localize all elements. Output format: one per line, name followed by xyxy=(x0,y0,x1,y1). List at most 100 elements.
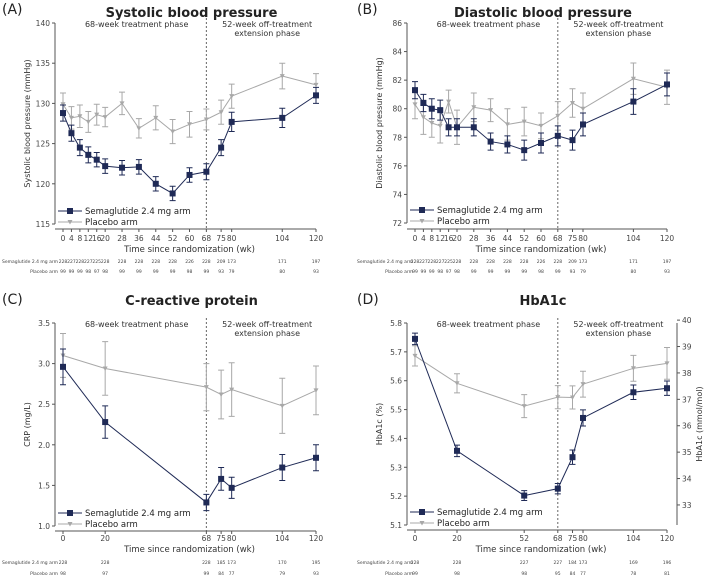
panel-diastolic-bp: (B) Diastolic blood pressure 72 74 76 78 80 82 8… xyxy=(355,0,709,288)
risk-count-placebo: 98 xyxy=(187,269,193,275)
diastolic-bp-chart: (B) Diastolic blood pressure7274767880828… xyxy=(357,2,675,275)
risk-count-placebo: 79 xyxy=(279,571,285,576)
risk-count-semaglutide: 228 xyxy=(554,259,563,265)
x-tick-label: 104 xyxy=(626,534,641,543)
risk-count-semaglutide: 228 xyxy=(411,560,420,566)
data-point-placebo xyxy=(437,123,443,129)
risk-count-placebo: 98 xyxy=(454,269,460,275)
x-tick-label: 4 xyxy=(69,234,74,243)
data-point-semaglutide xyxy=(85,151,92,158)
series-line-placebo xyxy=(414,355,668,407)
risk-count-semaglutide: 228 xyxy=(151,259,160,265)
x-axis-label: Time since randomization (wk) xyxy=(475,245,607,255)
data-point-placebo xyxy=(187,122,192,127)
y-right-tick-label: 37 xyxy=(682,395,692,404)
y-tick-label: 1.0 xyxy=(38,522,50,531)
phase-label-extension-2: extension phase xyxy=(586,29,652,38)
y-tick-label: 2.5 xyxy=(38,400,50,409)
risk-count-placebo: 93 xyxy=(570,269,576,275)
y-tick-label: 76 xyxy=(392,162,402,171)
data-point-placebo xyxy=(60,102,66,107)
risk-count-semaglutide: 228 xyxy=(76,259,85,265)
x-tick-label: 8 xyxy=(429,234,434,243)
x-axis-label: Time since randomization (wk) xyxy=(123,245,255,255)
data-point-semaglutide xyxy=(554,485,561,492)
data-point-placebo xyxy=(136,126,142,131)
risk-count-semaglutide: 228 xyxy=(470,259,479,265)
legend-label-semaglutide: Semaglutide 2.4 mg arm xyxy=(85,509,191,519)
x-tick-label: 20 xyxy=(452,234,462,243)
data-point-placebo xyxy=(77,114,83,119)
risk-count-placebo: 84 xyxy=(570,571,576,576)
data-point-semaglutide xyxy=(580,414,586,421)
phase-label-treatment: 68-week treatment phase xyxy=(85,320,189,329)
data-point-semaglutide xyxy=(119,164,126,171)
data-point-semaglutide xyxy=(569,454,576,461)
y-tick-label: 5.1 xyxy=(390,521,402,530)
legend-label-placebo: Placebo arm xyxy=(85,520,138,530)
y-tick-label: 5.4 xyxy=(390,434,402,443)
risk-count-semaglutide: 228 xyxy=(168,259,177,265)
x-tick-label: 12 xyxy=(84,234,94,243)
data-point-semaglutide xyxy=(569,137,576,144)
chart-title: C-reactive protein xyxy=(125,294,258,309)
y-tick-label: 140 xyxy=(36,19,51,28)
chart-title: Diastolic blood pressure xyxy=(454,6,632,21)
data-point-placebo xyxy=(203,385,209,390)
risk-count-semaglutide: 209 xyxy=(568,259,577,265)
risk-count-semaglutide: 227 xyxy=(554,560,563,566)
crp-chart: (C) C-reactive protein 1.0 1.5 2.0 2.5 3.0 3.5 C… xyxy=(2,292,323,576)
x-tick-label: 80 xyxy=(578,234,588,243)
data-point-semaglutide xyxy=(218,144,225,151)
risk-count-semaglutide: 197 xyxy=(312,259,321,265)
risk-count-placebo: 93 xyxy=(664,269,670,275)
series-line-semaglutide xyxy=(62,366,317,504)
data-point-placebo xyxy=(420,115,426,120)
series-line-placebo xyxy=(414,78,668,129)
x-tick-label: 36 xyxy=(134,234,144,243)
risk-count-placebo: 99 xyxy=(429,269,435,275)
risk-row-label-semaglutide: Semaglutide 2.4 mg arm xyxy=(357,560,413,566)
data-point-semaglutide xyxy=(412,87,418,94)
data-point-semaglutide xyxy=(152,180,159,187)
data-point-placebo xyxy=(471,105,477,110)
data-point-placebo xyxy=(153,115,159,121)
risk-count-semaglutide: 173 xyxy=(579,560,588,566)
data-point-placebo xyxy=(538,123,544,129)
legend-label-semaglutide: Semaglutide 2.4 mg arm xyxy=(85,207,191,217)
data-point-semaglutide xyxy=(521,147,528,154)
risk-count-semaglutide: 169 xyxy=(629,560,638,566)
x-tick-label: 36 xyxy=(486,234,496,243)
data-point-semaglutide xyxy=(445,124,452,131)
data-point-semaglutide xyxy=(487,138,494,145)
data-point-semaglutide xyxy=(664,385,670,392)
data-point-placebo xyxy=(119,101,125,106)
risk-count-semaglutide: 226 xyxy=(537,259,546,265)
hba1c-chart: (D) HbA1c 5.1 5.2 5.3 5.4 5.5 5.6 5.7 5.8 HbA1c (%… xyxy=(357,292,704,576)
phase-label-extension: 52-week off-treatment xyxy=(222,320,312,329)
risk-count-placebo: 99 xyxy=(505,269,511,275)
y-right-tick-label: 34 xyxy=(682,475,692,484)
legend-label-placebo: Placebo arm xyxy=(437,217,490,227)
data-point-semaglutide xyxy=(203,168,210,175)
risk-row-label-semaglutide: Semaglutide 2.4 mg arm xyxy=(2,560,58,566)
y-tick-label: 2.0 xyxy=(38,441,50,450)
phase-label-extension: 52-week off-treatment xyxy=(222,20,312,29)
series-line-semaglutide xyxy=(414,83,668,151)
risk-count-placebo: 95 xyxy=(555,571,561,576)
data-point-placebo xyxy=(412,102,418,107)
data-point-placebo xyxy=(218,392,224,397)
legend-marker-semaglutide xyxy=(419,509,425,515)
series-line-semaglutide xyxy=(414,338,668,497)
data-point-placebo xyxy=(203,117,209,122)
x-tick-label: 120 xyxy=(660,234,675,243)
risk-count-semaglutide: 228 xyxy=(453,560,462,566)
phase-label-treatment: 68-week treatment phase xyxy=(437,320,541,329)
y-tick-label: 115 xyxy=(36,220,51,229)
data-point-semaglutide xyxy=(279,114,286,121)
risk-count-semaglutide: 171 xyxy=(629,259,638,265)
x-tick-label: 28 xyxy=(469,234,479,243)
x-tick-label: 104 xyxy=(275,234,290,243)
data-point-semaglutide xyxy=(60,363,66,370)
data-point-semaglutide xyxy=(630,98,637,105)
